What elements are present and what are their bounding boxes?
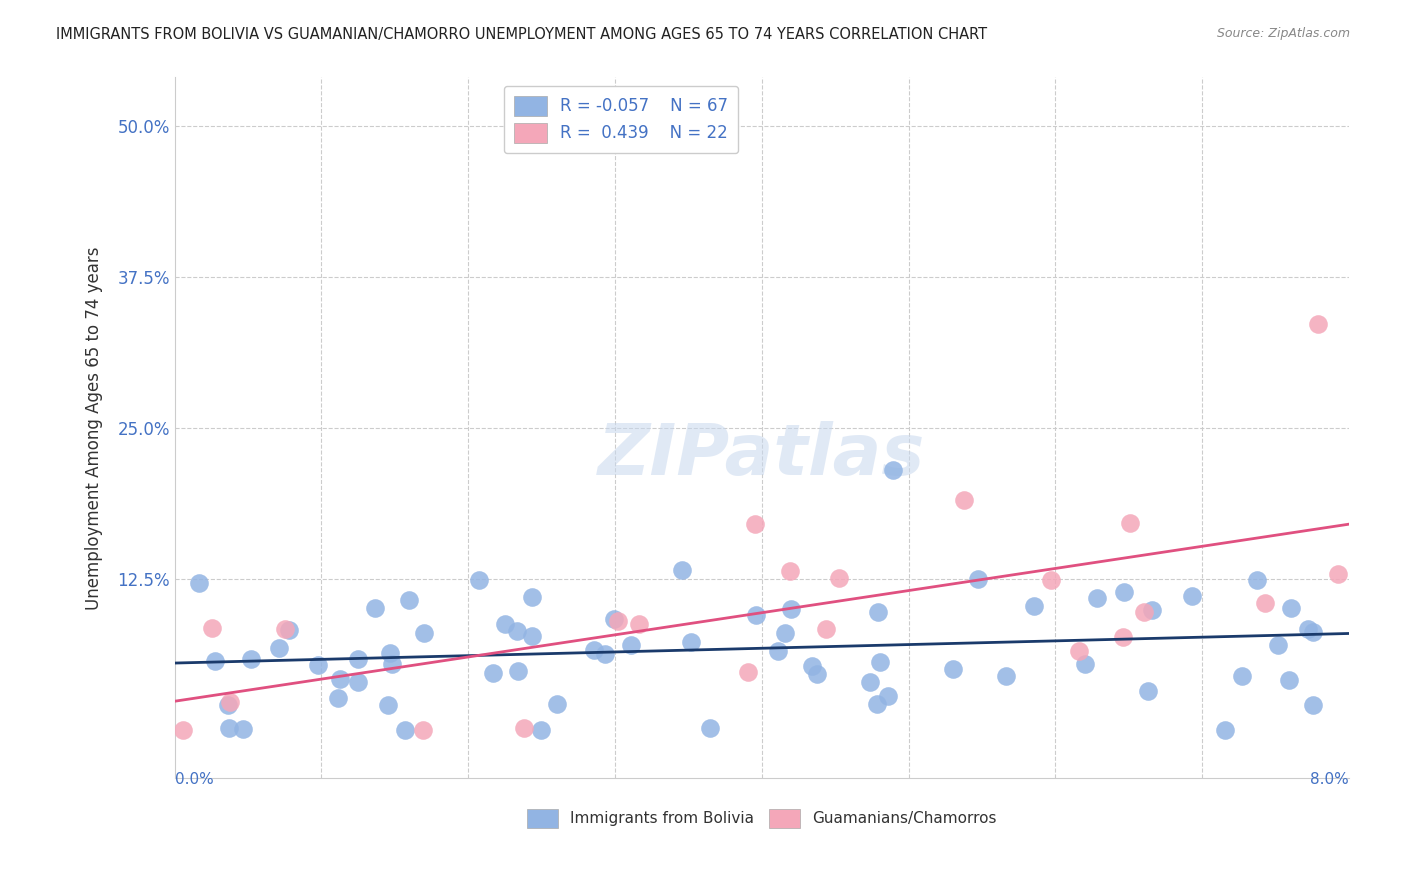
Point [1278, 673, 1301, 687]
Point [1040, 573, 1063, 587]
Point [627, 617, 650, 632]
Point [869, 656, 891, 670]
Point [859, 674, 882, 689]
Point [467, 573, 489, 587]
Text: IMMIGRANTS FROM BOLIVIA VS GUAMANIAN/CHAMORRO UNEMPLOYMENT AMONG AGES 65 TO 74 Y: IMMIGRANTS FROM BOLIVIA VS GUAMANIAN/CHA… [56, 27, 987, 42]
Point [267, 641, 290, 656]
Point [172, 723, 194, 737]
Point [398, 592, 420, 607]
Point [1267, 638, 1289, 652]
Point [995, 669, 1018, 683]
Point [520, 590, 543, 604]
Point [1112, 585, 1135, 599]
Point [217, 698, 239, 713]
Point [394, 723, 416, 737]
Point [505, 624, 527, 639]
Point [494, 616, 516, 631]
Point [953, 493, 976, 508]
Point [1067, 644, 1090, 658]
Y-axis label: Unemployment Among Ages 65 to 74 years: Unemployment Among Ages 65 to 74 years [86, 246, 103, 609]
Point [506, 664, 529, 678]
Point [877, 689, 900, 703]
Point [278, 624, 301, 638]
Point [828, 571, 851, 585]
Point [942, 662, 965, 676]
Point [806, 666, 828, 681]
Point [779, 602, 801, 616]
Point [593, 647, 616, 661]
Point [364, 601, 387, 615]
Point [882, 463, 904, 477]
Point [347, 652, 370, 666]
Point [204, 654, 226, 668]
Point [1024, 599, 1046, 613]
Point [1232, 669, 1254, 683]
Point [699, 722, 721, 736]
Point [381, 657, 404, 672]
Point [1133, 605, 1156, 619]
Point [1136, 684, 1159, 698]
Point [232, 722, 254, 736]
Point [620, 638, 643, 652]
Point [218, 695, 240, 709]
Point [1181, 589, 1204, 603]
Point [187, 575, 209, 590]
Point [1279, 601, 1302, 615]
Point [606, 614, 628, 628]
Point [1074, 657, 1097, 671]
Point [737, 665, 759, 679]
Point [866, 697, 889, 711]
Point [240, 651, 263, 665]
Point [800, 659, 823, 673]
Point [671, 563, 693, 577]
Point [513, 722, 536, 736]
Point [744, 516, 766, 531]
Point [681, 634, 703, 648]
Point [1308, 318, 1330, 332]
Point [412, 723, 434, 737]
Point [413, 625, 436, 640]
Point [377, 698, 399, 712]
Text: 0.0%: 0.0% [174, 772, 214, 787]
Point [307, 657, 329, 672]
Point [1298, 623, 1320, 637]
Point [967, 572, 990, 586]
Text: Source: ZipAtlas.com: Source: ZipAtlas.com [1216, 27, 1350, 40]
Point [329, 672, 352, 686]
Point [1112, 630, 1135, 644]
Point [866, 605, 889, 619]
Point [1302, 625, 1324, 640]
Point [522, 629, 544, 643]
Point [582, 643, 605, 657]
Point [482, 665, 505, 680]
Point [200, 621, 222, 635]
Point [745, 608, 768, 623]
Point [328, 690, 350, 705]
Point [347, 675, 370, 690]
Point [378, 646, 401, 660]
Point [1118, 516, 1140, 530]
Point [218, 721, 240, 735]
Point [1085, 591, 1108, 606]
Point [1215, 723, 1237, 737]
Point [779, 565, 801, 579]
Point [775, 626, 797, 640]
Point [814, 622, 837, 636]
Point [1302, 698, 1324, 713]
Point [546, 697, 568, 711]
Point [603, 612, 626, 626]
Text: ZIPatlas: ZIPatlas [598, 421, 925, 491]
Point [1140, 603, 1163, 617]
Point [1246, 573, 1268, 587]
Point [1254, 596, 1277, 610]
Text: 8.0%: 8.0% [1310, 772, 1348, 787]
Point [273, 622, 295, 636]
Point [530, 723, 553, 737]
Point [1327, 566, 1350, 581]
Point [768, 644, 790, 658]
Legend: Immigrants from Bolivia, Guamanians/Chamorros: Immigrants from Bolivia, Guamanians/Cham… [522, 803, 1002, 834]
